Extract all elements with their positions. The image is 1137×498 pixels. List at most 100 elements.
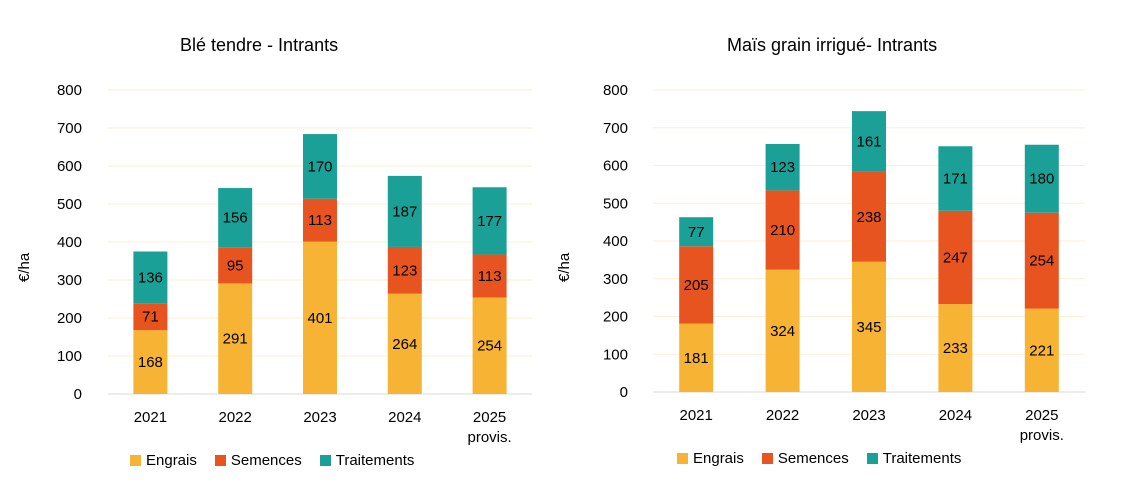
bar-engrais: [387, 293, 422, 394]
legend-item-traitements: Traitements: [866, 450, 962, 467]
bar-traitements: [852, 111, 886, 172]
legend-label: Semences: [230, 452, 302, 469]
y-tick-label: 300: [57, 272, 82, 289]
data-label: 113: [478, 268, 502, 285]
data-label: 161: [856, 134, 881, 151]
legend-swatch-traitements: [866, 453, 878, 464]
legend-item-semences: Semences: [214, 452, 302, 469]
x-tick-label: 2025: [1025, 407, 1058, 424]
data-label: 291: [223, 331, 248, 348]
bar-semences: [133, 303, 168, 331]
bar-semences: [218, 247, 253, 284]
data-label: 254: [1029, 253, 1054, 270]
bar-semences: [303, 198, 337, 242]
bar-traitements: [133, 251, 168, 304]
y-tick-label: 700: [603, 120, 628, 137]
y-tick-label: 600: [603, 158, 628, 175]
legend-item-engrais: Engrais: [130, 452, 197, 469]
chart-ble-tendre: Blé tendre - Intrants €/ha 0 100 200 300 400…: [0, 0, 560, 498]
legend-label: Engrais: [146, 452, 197, 469]
data-label: 221: [1029, 342, 1054, 359]
x-tick-label: 2022: [219, 409, 252, 426]
legend-swatch-semences: [214, 455, 226, 466]
y-tick-label: 500: [57, 196, 82, 213]
y-tick-label: 0: [620, 384, 628, 401]
data-label: 95: [227, 257, 244, 274]
bar-semences: [765, 190, 800, 270]
data-label: 210: [770, 222, 795, 239]
data-label: 168: [138, 354, 163, 371]
bar-traitements: [303, 134, 337, 199]
chart-plot: 0 100 200 300 400 500 600 700 800 181 205 77 2021 324…: [603, 82, 1085, 444]
bar-traitements: [938, 146, 973, 211]
legend-label: Engrais: [693, 450, 744, 467]
legend-label: Traitements: [335, 452, 415, 469]
bar-semences: [852, 171, 886, 262]
legend-item-engrais: Engrais: [677, 450, 744, 467]
y-tick-label: 500: [603, 195, 628, 212]
data-label: 254: [477, 338, 502, 355]
data-label: 170: [307, 158, 332, 175]
x-tick-label: provis.: [1020, 427, 1064, 444]
legend-swatch-semences: [761, 453, 773, 464]
data-label: 171: [943, 171, 968, 188]
data-label: 136: [138, 269, 163, 286]
legend: Engrais Semences Traitements: [677, 450, 961, 467]
y-tick-label: 800: [603, 82, 628, 99]
bar-engrais: [218, 283, 253, 394]
legend-label: Semences: [777, 450, 849, 467]
data-label: 181: [684, 350, 709, 367]
bar-engrais: [765, 269, 800, 392]
bar-traitements: [765, 143, 800, 191]
bar-engrais: [852, 261, 886, 392]
data-label: 156: [223, 210, 248, 227]
bar-traitements: [387, 175, 422, 247]
bar-semences: [1024, 212, 1059, 309]
y-tick-label: 100: [57, 348, 82, 365]
bar-semences: [472, 254, 507, 298]
y-tick-label: 600: [57, 158, 82, 175]
data-label: 233: [943, 340, 968, 357]
data-label: 177: [477, 213, 502, 230]
y-tick-label: 400: [57, 234, 82, 251]
legend-swatch-engrais: [677, 453, 688, 464]
legend-swatch-engrais: [130, 455, 141, 466]
legend-item-traitements: Traitements: [319, 452, 415, 469]
data-label: 345: [856, 319, 881, 336]
y-tick-label: 300: [603, 271, 628, 288]
data-label: 113: [308, 212, 332, 229]
y-tick-label: 100: [603, 346, 628, 363]
legend-label: Traitements: [882, 450, 962, 467]
bar-engrais: [303, 241, 337, 394]
x-tick-label: 2024: [388, 409, 421, 426]
x-tick-label: provis.: [468, 429, 512, 446]
data-label: 71: [142, 309, 159, 326]
data-label: 247: [943, 249, 968, 266]
bar-traitements: [218, 188, 253, 248]
bar-engrais: [938, 304, 973, 392]
data-label: 401: [307, 310, 332, 327]
x-tick-label: 2021: [134, 409, 167, 426]
data-label: 238: [856, 209, 881, 226]
x-tick-label: 2023: [852, 407, 885, 424]
chart-title: Maïs grain irrigué- Intrants: [727, 35, 938, 55]
legend: Engrais Semences Traitements: [130, 452, 414, 469]
bar-semences: [679, 246, 714, 324]
data-label: 77: [688, 224, 705, 241]
bar-semences: [387, 246, 422, 294]
bar-traitements: [472, 187, 507, 255]
data-label: 187: [392, 203, 417, 220]
legend-item-semences: Semences: [761, 450, 849, 467]
x-tick-label: 2023: [303, 409, 336, 426]
y-tick-label: 200: [57, 310, 82, 327]
bar-semences: [938, 210, 973, 305]
bar-engrais: [472, 297, 507, 394]
bar-engrais: [679, 323, 714, 392]
bar-engrais: [1024, 308, 1059, 392]
legend-swatch-traitements: [319, 455, 331, 466]
x-tick-label: 2021: [680, 407, 713, 424]
x-tick-label: 2025: [473, 409, 506, 426]
data-label: 123: [770, 159, 795, 176]
chart-title: Blé tendre - Intrants: [180, 35, 339, 55]
chart-plot: 0 100 200 300 400 500 600 700 800 168 71 136 2021 291…: [57, 82, 532, 446]
